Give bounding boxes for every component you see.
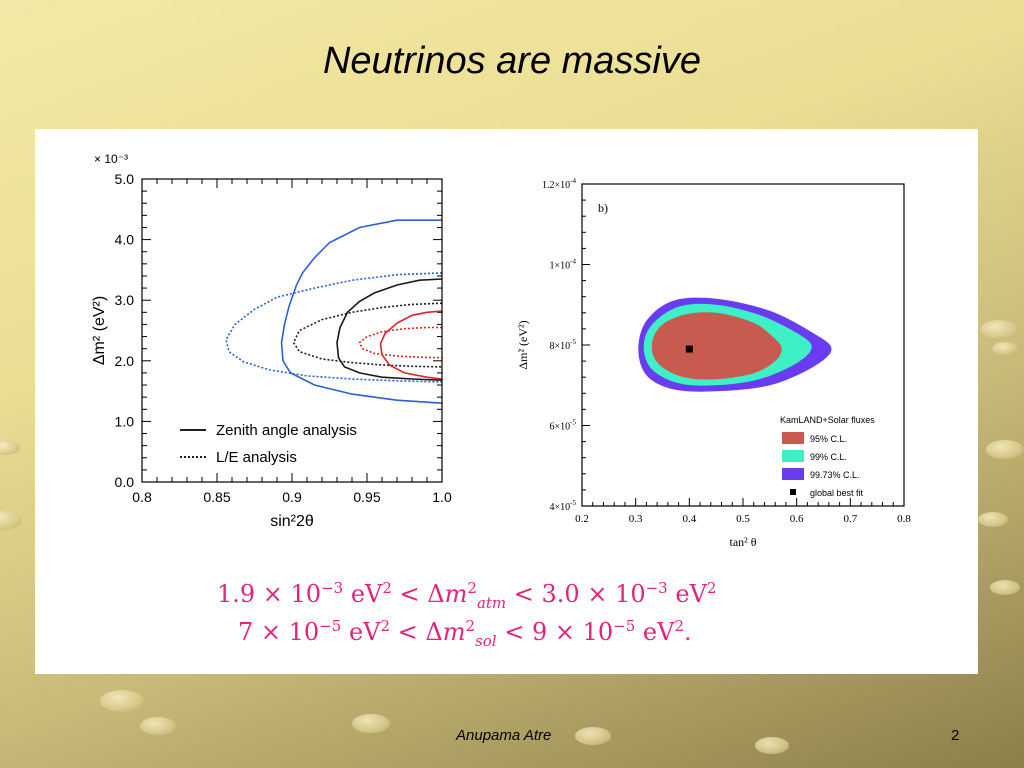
background-dot xyxy=(990,580,1020,595)
x-tick-label: 0.2 xyxy=(575,513,589,525)
x-tick-label: 0.95 xyxy=(353,489,380,505)
x-tick-label: 0.3 xyxy=(629,513,643,525)
panel-label: b) xyxy=(598,201,608,215)
slide-title: Neutrinos are massive xyxy=(322,40,702,82)
legend-swatch xyxy=(790,489,796,495)
x-tick-label: 0.8 xyxy=(897,513,911,525)
y-tick-label: 0.0 xyxy=(115,474,135,490)
plot-frame xyxy=(141,178,443,483)
y-tick-label: 1.0 xyxy=(115,413,135,429)
y-tick-label: 5.0 xyxy=(115,171,135,187)
legend-title: KamLAND+Solar fluxes xyxy=(780,415,875,425)
contour-black-solid xyxy=(336,278,442,381)
x-tick-label: 0.6 xyxy=(790,513,804,525)
background-dot xyxy=(575,727,611,745)
y-tick-label: 1.2×10-4 xyxy=(542,177,576,191)
background-dot xyxy=(755,737,789,754)
atmospheric-contour-chart: 0.8 0.85 0.9 0.95 1.0 0.0 1.0 2.0 3.0 4.0 5.0 × 10⁻… xyxy=(91,152,452,530)
x-axis-label: tan² θ xyxy=(729,535,756,549)
legend-label: 99.73% C.L. xyxy=(810,470,860,480)
contour-group xyxy=(225,219,442,404)
background-dot xyxy=(0,510,22,530)
page-number: 2 xyxy=(951,727,960,744)
background-dot xyxy=(978,512,1008,527)
x-tick-label: 0.8 xyxy=(132,489,152,505)
plot-frame xyxy=(581,183,905,507)
y-tick-label: 2.0 xyxy=(115,353,135,369)
legend-swatch xyxy=(782,468,804,480)
content-panel: 0.8 0.85 0.9 0.95 1.0 0.0 1.0 2.0 3.0 4.0 5.0 × 10⁻… xyxy=(35,129,978,674)
y-axis-label: Δm² (eV²) xyxy=(516,320,530,369)
y-tick-label: 4.0 xyxy=(115,232,135,248)
contour-black-dotted xyxy=(292,302,442,368)
x-tick-label: 0.7 xyxy=(843,513,857,525)
region-95-cl xyxy=(651,312,782,380)
x-tick-label: 1.0 xyxy=(432,489,452,505)
y-tick-label: 8×10-5 xyxy=(550,338,577,352)
y-tick-label: 1×10-4 xyxy=(550,258,577,272)
formula-atm: 1.9 × 10−3 eV2 < Δm2atm < 3.0 × 10−3 eV2 xyxy=(217,579,717,612)
x-tick-label: 0.5 xyxy=(736,513,750,525)
background-dot xyxy=(100,690,144,712)
legend-swatch xyxy=(782,432,804,444)
background-dot xyxy=(992,342,1018,355)
y-tick-label: 6×10-5 xyxy=(550,419,577,433)
background-dot xyxy=(986,440,1024,459)
y-multiplier: × 10⁻³ xyxy=(94,152,128,166)
footer-author: Anupama Atre xyxy=(456,727,552,744)
background-dot xyxy=(0,440,20,455)
x-tick-label: 0.4 xyxy=(682,513,696,525)
best-fit-marker xyxy=(685,345,693,353)
contour-blue-solid xyxy=(280,219,442,404)
background-dot xyxy=(352,714,390,733)
y-tick-label: 3.0 xyxy=(115,292,135,308)
legend-swatch xyxy=(782,450,804,462)
background-dot xyxy=(980,320,1018,339)
legend-label: L/E analysis xyxy=(216,449,297,466)
x-tick-label: 0.9 xyxy=(282,489,302,505)
solar-contour-chart: 0.2 0.3 0.4 0.5 0.6 0.7 0.8 4×10-5 6×10-5 8×10-5 1… xyxy=(516,177,911,549)
formula-sol: 7 × 10−5 eV2 < Δm2sol < 9 × 10−5 eV2. xyxy=(238,617,692,650)
contour-blue-dotted xyxy=(225,272,442,383)
contour-red-dotted xyxy=(358,326,442,359)
legend-label: global best fit xyxy=(810,488,864,498)
legend-label: 99% C.L. xyxy=(810,452,847,462)
background-dot xyxy=(140,717,176,735)
y-tick-label: 4×10-5 xyxy=(550,499,577,513)
legend-label: 95% C.L. xyxy=(810,434,847,444)
contour-red-solid xyxy=(379,310,442,380)
legend-label: Zenith angle analysis xyxy=(216,422,357,439)
x-tick-label: 0.85 xyxy=(203,489,230,505)
y-axis-label: Δm² (eV²) xyxy=(91,296,108,365)
x-axis-label: sin²2θ xyxy=(270,513,314,530)
